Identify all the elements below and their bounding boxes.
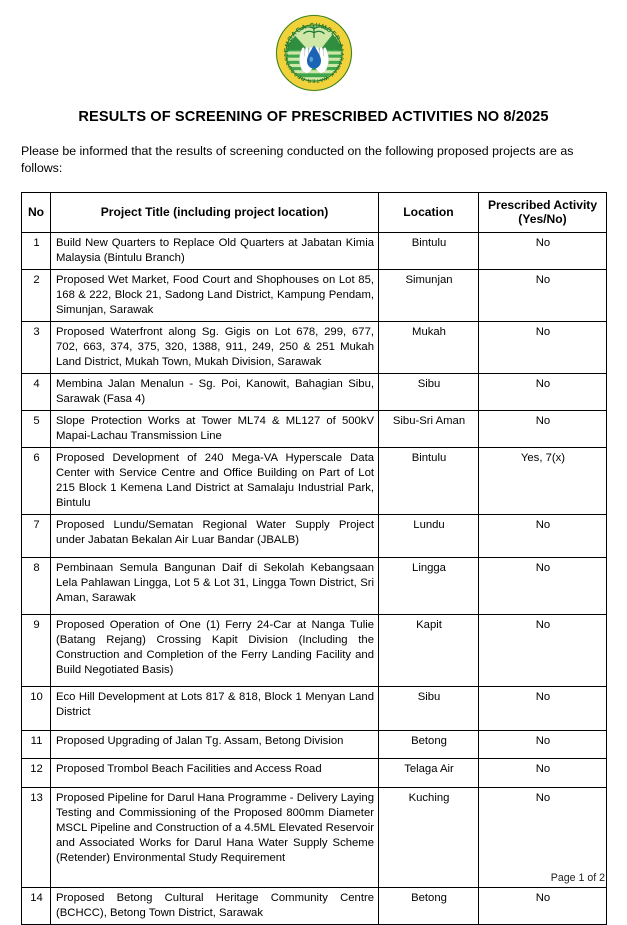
row-prescribed-activity: No bbox=[478, 372, 607, 411]
row-number: 5 bbox=[21, 409, 51, 448]
row-location: Bintulu bbox=[378, 446, 479, 515]
table-row: 6 Proposed Development of 240 Mega-VA Hy… bbox=[21, 446, 607, 515]
row-number: 13 bbox=[21, 786, 51, 888]
row-location: Lingga bbox=[378, 556, 479, 615]
row-location: Betong bbox=[378, 886, 479, 925]
row-location: Betong bbox=[378, 729, 479, 759]
row-prescribed-activity: No bbox=[478, 757, 607, 788]
row-location: Kuching bbox=[378, 786, 479, 888]
row-location: Sibu bbox=[378, 372, 479, 411]
table-row: 8 Pembinaan Semula Bangunan Daif di Seko… bbox=[21, 556, 607, 615]
row-project-title: Proposed Betong Cultural Heritage Commun… bbox=[50, 886, 379, 925]
column-header-project-title: Project Title (including project locatio… bbox=[50, 191, 379, 233]
row-number: 4 bbox=[21, 372, 51, 411]
column-header-no: No bbox=[21, 191, 51, 233]
column-header-prescribed-activity: Prescribed Activity (Yes/No) bbox=[478, 191, 607, 233]
row-project-title: Membina Jalan Menalun - Sg. Poi, Kanowit… bbox=[50, 372, 379, 411]
column-header-location: Location bbox=[378, 191, 479, 233]
row-location: Simunjan bbox=[378, 268, 479, 322]
row-prescribed-activity: Yes, 7(x) bbox=[478, 446, 607, 515]
row-prescribed-activity: No bbox=[478, 513, 607, 558]
row-location: Telaga Air bbox=[378, 757, 479, 788]
row-prescribed-activity: No bbox=[478, 556, 607, 615]
row-location: Sibu-Sri Aman bbox=[378, 409, 479, 448]
page-footer: Page 1 of 2 bbox=[550, 872, 605, 884]
row-number: 6 bbox=[21, 446, 51, 515]
table-row: 7 Proposed Lundu/Sematan Regional Water … bbox=[21, 513, 607, 558]
row-project-title: Proposed Development of 240 Mega-VA Hype… bbox=[50, 446, 379, 515]
row-project-title: Slope Protection Works at Tower ML74 & M… bbox=[50, 409, 379, 448]
table-row: 10 Eco Hill Development at Lots 817 & 81… bbox=[21, 685, 607, 731]
column-header-prescribed-activity-line1: Prescribed Activity bbox=[487, 197, 598, 212]
row-project-title: Pembinaan Semula Bangunan Daif di Sekola… bbox=[50, 556, 379, 615]
table-row: 12 Proposed Trombol Beach Facilities and… bbox=[21, 757, 607, 788]
table-row: 4 Membina Jalan Menalun - Sg. Poi, Kanow… bbox=[21, 372, 607, 411]
row-prescribed-activity: No bbox=[478, 613, 607, 687]
row-location: Mukah bbox=[378, 320, 479, 374]
row-project-title: Build New Quarters to Replace Old Quarte… bbox=[50, 231, 379, 270]
row-location: Lundu bbox=[378, 513, 479, 558]
row-project-title: Proposed Wet Market, Food Court and Shop… bbox=[50, 268, 379, 322]
row-project-title: Proposed Operation of One (1) Ferry 24-C… bbox=[50, 613, 379, 687]
row-prescribed-activity: No bbox=[478, 886, 607, 925]
row-project-title: Proposed Lundu/Sematan Regional Water Su… bbox=[50, 513, 379, 558]
screening-results-table: No Project Title (including project loca… bbox=[21, 191, 607, 925]
row-prescribed-activity: No bbox=[478, 786, 607, 888]
table-row: 14 Proposed Betong Cultural Heritage Com… bbox=[21, 886, 607, 925]
row-number: 1 bbox=[21, 231, 51, 270]
lembaga-sumber-air-sarawak-logo: LEMBAGA SUMBER AIR SARAWAK WATER RESOURC… bbox=[275, 14, 353, 92]
column-header-prescribed-activity-line2: (Yes/No) bbox=[518, 212, 567, 227]
row-number: 12 bbox=[21, 757, 51, 788]
row-number: 14 bbox=[21, 886, 51, 925]
row-project-title: Proposed Upgrading of Jalan Tg. Assam, B… bbox=[50, 729, 379, 759]
row-number: 9 bbox=[21, 613, 51, 687]
row-location: Kapit bbox=[378, 613, 479, 687]
row-prescribed-activity: No bbox=[478, 320, 607, 374]
table-row: 13 Proposed Pipeline for Darul Hana Prog… bbox=[21, 786, 607, 888]
row-location: Sibu bbox=[378, 685, 479, 731]
table-row: 5 Slope Protection Works at Tower ML74 &… bbox=[21, 409, 607, 448]
screening-results-table-container: No Project Title (including project loca… bbox=[21, 191, 607, 925]
table-header-row: No Project Title (including project loca… bbox=[21, 191, 607, 233]
row-project-title: Proposed Pipeline for Darul Hana Program… bbox=[50, 786, 379, 888]
row-prescribed-activity: No bbox=[478, 729, 607, 759]
row-prescribed-activity: No bbox=[478, 231, 607, 270]
row-project-title: Proposed Waterfront along Sg. Gigis on L… bbox=[50, 320, 379, 374]
row-number: 7 bbox=[21, 513, 51, 558]
logo-container: LEMBAGA SUMBER AIR SARAWAK WATER RESOURC… bbox=[0, 0, 627, 92]
row-prescribed-activity: No bbox=[478, 685, 607, 731]
row-prescribed-activity: No bbox=[478, 409, 607, 448]
row-number: 11 bbox=[21, 729, 51, 759]
page-title: RESULTS OF SCREENING OF PRESCRIBED ACTIV… bbox=[78, 109, 549, 125]
table-body: 1 Build New Quarters to Replace Old Quar… bbox=[21, 231, 607, 925]
row-project-title: Proposed Trombol Beach Facilities and Ac… bbox=[50, 757, 379, 788]
table-row: 1 Build New Quarters to Replace Old Quar… bbox=[21, 231, 607, 270]
table-row: 2 Proposed Wet Market, Food Court and Sh… bbox=[21, 268, 607, 322]
row-number: 8 bbox=[21, 556, 51, 615]
row-prescribed-activity: No bbox=[478, 268, 607, 322]
row-location: Bintulu bbox=[378, 231, 479, 270]
intro-paragraph: Please be informed that the results of s… bbox=[21, 143, 574, 176]
table-row: 9 Proposed Operation of One (1) Ferry 24… bbox=[21, 613, 607, 687]
row-number: 3 bbox=[21, 320, 51, 374]
table-row: 3 Proposed Waterfront along Sg. Gigis on… bbox=[21, 320, 607, 374]
row-number: 2 bbox=[21, 268, 51, 322]
row-number: 10 bbox=[21, 685, 51, 731]
row-project-title: Eco Hill Development at Lots 817 & 818, … bbox=[50, 685, 379, 731]
table-row: 11 Proposed Upgrading of Jalan Tg. Assam… bbox=[21, 729, 607, 759]
